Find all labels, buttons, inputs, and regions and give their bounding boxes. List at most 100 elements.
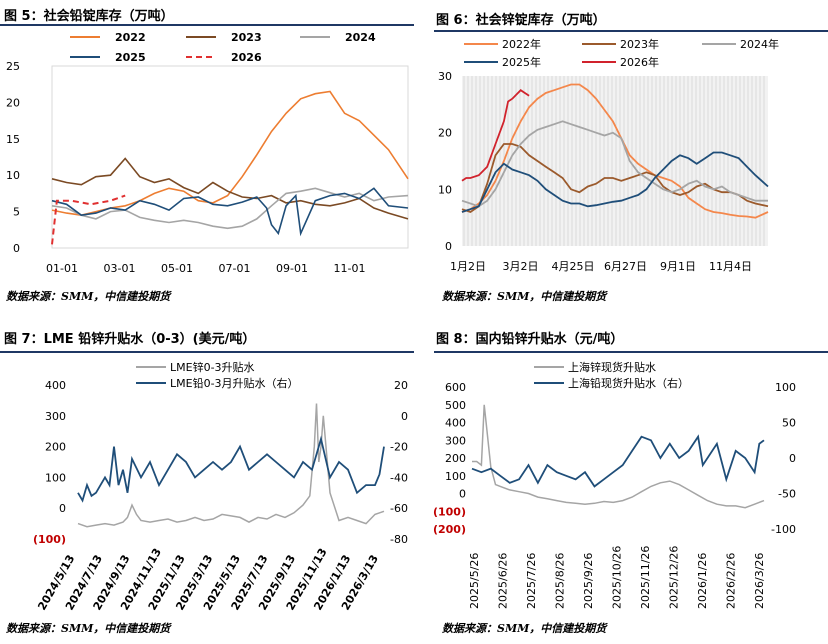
fig6-y-tick: 30: [438, 70, 452, 83]
fig5-plot-frame: [51, 65, 409, 249]
fig6-y-tick: 0: [445, 240, 452, 253]
fig5-series-line: [51, 187, 409, 237]
fig5-series-line: [51, 157, 409, 220]
fig5-legend-label: 2023: [231, 31, 262, 44]
fig6-series-line: [461, 89, 530, 182]
fig5-x-tick: 01-01: [46, 262, 78, 275]
fig5-y-tick: 25: [6, 60, 20, 73]
fig8-x-tick: 2025/6/26: [497, 553, 510, 609]
fig7-y-left-tick: 300: [45, 410, 66, 423]
fig5-y-tick: 10: [6, 169, 20, 182]
fig5-y-tick: 20: [6, 96, 20, 109]
fig8-y-right-tick: 0: [789, 452, 796, 465]
fig7-panel: 图 7：LME 铅锌升贴水（0-3）(美元/吨） (100) 0 100 200 300…: [0, 322, 414, 644]
fig8-x-tick: 2025/7/26: [525, 553, 538, 609]
fig5-title-rule: [0, 24, 414, 26]
fig5-series-line: [51, 194, 126, 245]
fig5-series-line: [51, 187, 409, 230]
fig7-source: 数据来源：SMM，中信建投期货: [6, 622, 171, 635]
fig8-x-tick: 2025/12/26: [668, 546, 681, 609]
fig8-legend-label: 上海锌现货升贴水: [568, 360, 656, 374]
fig8-source: 数据来源：SMM，中信建投期货: [442, 622, 607, 635]
fig7-y-left-tick: (100): [33, 533, 66, 546]
fig6-legend-label: 2024年: [740, 37, 779, 51]
fig6-legend-label: 2025年: [502, 55, 541, 69]
fig6-series-line: [461, 120, 768, 208]
fig7-y-left-tick: 400: [45, 379, 66, 392]
fig8-title-rule: [434, 351, 828, 353]
fig7-title: 图 7：LME 铅锌升贴水（0-3）(美元/吨）: [4, 332, 256, 347]
fig5-x-tick: 07-01: [219, 262, 251, 275]
fig8-y-left-tick: 300: [445, 434, 466, 447]
fig7-chart: (100)0100200300400-80-60-40-200202024/5/…: [33, 360, 408, 613]
fig8-x-tick: 2026/2/26: [725, 553, 738, 609]
fig8-y-left-tick: 0: [459, 488, 466, 501]
fig6-x-tick: 1月2日: [450, 260, 486, 273]
fig7-y-right-tick: 0: [401, 410, 408, 423]
fig5-y-tick: 0: [13, 242, 20, 255]
fig6-title-rule: [434, 30, 828, 32]
fig8-x-tick: 2025/8/26: [554, 553, 567, 609]
fig5-panel: 图 5：社会铅锭库存（万吨） 0 5 10 15 20 25 01-01 03-01 05-01…: [0, 0, 414, 303]
fig6-y-tick: 20: [438, 127, 452, 140]
fig8-y-left-tick: 100: [445, 470, 466, 483]
fig5-x-tick: 11-01: [334, 262, 366, 275]
fig6-x-tick: 11月4日: [709, 260, 752, 273]
fig7-title-rule: [0, 351, 414, 353]
fig6-source: 数据来源：SMM，中信建投期货: [442, 290, 607, 303]
fig6-x-tick: 4月25日: [552, 260, 595, 273]
fig8-y-left-tick: (200): [433, 523, 466, 536]
fig7-y-left-tick: 100: [45, 471, 66, 484]
fig5-legend-label: 2026: [231, 51, 262, 64]
fig8-series-line: [471, 434, 765, 488]
fig5-x-tick: 05-01: [161, 262, 193, 275]
fig6-chart: 0 10 20 30 1月2日 3月2日 4月25日 6月27日 9月1日 11月4日 2022年 2…: [438, 37, 779, 273]
fig6-legend-label: 2022年: [502, 37, 541, 51]
fig8-y-left-tick: (100): [433, 505, 466, 518]
fig8-x-tick: 2025/10/26: [611, 546, 624, 609]
fig7-y-right-tick: 20: [394, 379, 408, 392]
fig5-legend-label: 2024: [345, 31, 376, 44]
fig6-title: 图 6：社会锌锭库存（万吨）: [436, 13, 606, 28]
fig8-x-tick: 2025/11/26: [639, 546, 652, 609]
fig6-x-tick: 6月27日: [604, 260, 647, 273]
fig5-legend-label: 2025: [115, 51, 146, 64]
fig8-y-right-tick: 50: [782, 417, 796, 430]
fig8-y-right-tick: -100: [771, 523, 796, 536]
fig8-legend-label: 上海铅现货升贴水（右）: [568, 376, 689, 390]
fig8-y-right-tick: 100: [775, 381, 796, 394]
fig6-x-tick: 9月1日: [660, 260, 696, 273]
fig5-x-tick: 09-01: [276, 262, 308, 275]
fig6-plot-bg: [462, 76, 768, 246]
fig8-chart: (200) (100) 0 100 200 300 400 500 600 -100 -50 0 50 1…: [433, 360, 796, 609]
fig7-legend-label: LME铅0-3月升贴水（右）: [170, 376, 299, 390]
fig7-y-left-tick: 0: [59, 502, 66, 515]
fig5-x-tick: 03-01: [104, 262, 136, 275]
fig8-x-tick: 2025/9/26: [582, 553, 595, 609]
fig7-y-right-tick: -40: [390, 471, 408, 484]
fig6-y-tick: 10: [438, 183, 452, 196]
fig8-y-left-tick: 400: [445, 417, 466, 430]
fig5-legend-label: 2022: [115, 31, 146, 44]
fig6-legend-label: 2026年: [620, 55, 659, 69]
fig8-y-left-tick: 600: [445, 381, 466, 394]
fig8-x-tick: 2026/3/26: [753, 553, 766, 609]
fig7-legend-label: LME锌0-3升贴水: [170, 360, 255, 374]
fig7-series-line: [77, 435, 385, 503]
fig8-title: 图 8：国内铅锌升贴水（元/吨）: [436, 332, 624, 347]
fig8-y-right-tick: -50: [778, 488, 796, 501]
fig5-y-tick: 5: [13, 206, 20, 219]
fig7-series-line: [77, 403, 385, 528]
fig8-series-line: [472, 404, 765, 509]
fig7-y-right-tick: -80: [390, 533, 408, 546]
fig6-panel: 图 6：社会锌锭库存（万吨） 0 10 20 30 1月2日 3月2日 4月25日 6月27日…: [434, 0, 828, 303]
fig7-y-right-tick: -20: [390, 441, 408, 454]
fig8-y-left-tick: 500: [445, 399, 466, 412]
fig5-y-tick: 15: [6, 133, 20, 146]
fig7-y-right-tick: -60: [390, 502, 408, 515]
fig8-y-left-tick: 200: [445, 452, 466, 465]
fig6-series-line: [461, 83, 769, 219]
fig8-x-tick: 2025/5/26: [468, 553, 481, 609]
fig5-title: 图 5：社会铅锭库存（万吨）: [4, 9, 174, 24]
